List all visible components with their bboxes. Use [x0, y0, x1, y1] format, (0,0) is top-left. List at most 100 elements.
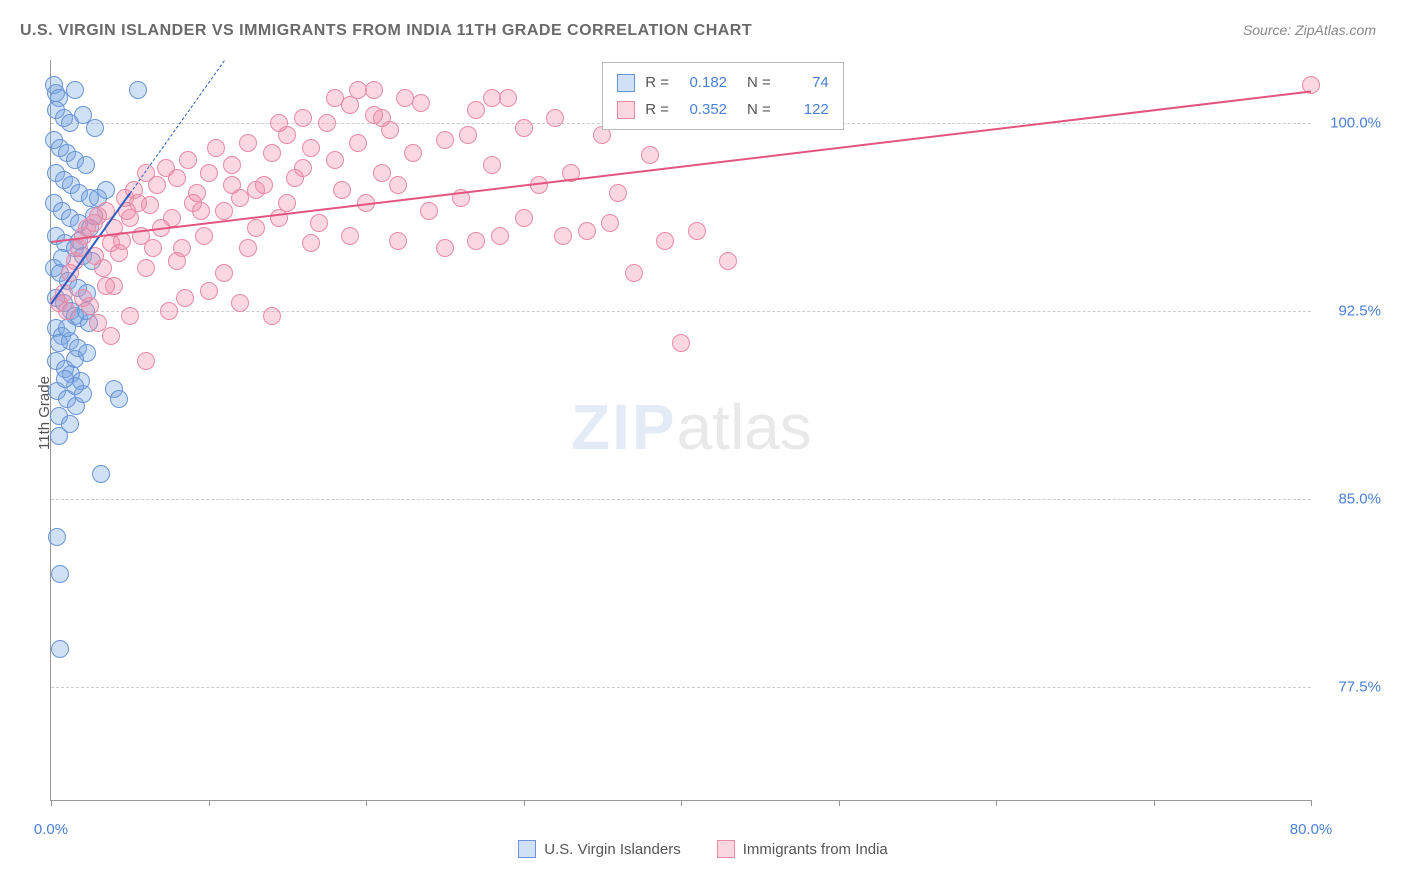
data-point — [404, 144, 422, 162]
data-point — [129, 81, 147, 99]
data-point — [641, 146, 659, 164]
data-point — [86, 119, 104, 137]
data-point — [137, 352, 155, 370]
data-point — [278, 194, 296, 212]
chart-title: U.S. VIRGIN ISLANDER VS IMMIGRANTS FROM … — [20, 22, 752, 40]
r-label: R = — [645, 69, 669, 96]
data-point — [102, 327, 120, 345]
data-point — [215, 264, 233, 282]
data-point — [625, 264, 643, 282]
scatter-chart: ZIPatlas 77.5%85.0%92.5%100.0%0.0%80.0%R… — [50, 60, 1311, 801]
data-point — [302, 234, 320, 252]
data-point — [349, 134, 367, 152]
data-point — [66, 350, 84, 368]
data-point — [97, 181, 115, 199]
legend-swatch — [518, 840, 536, 858]
data-point — [247, 219, 265, 237]
gridline — [51, 499, 1311, 500]
legend-stats: R =0.182N =74R =0.352N =122 — [602, 62, 844, 130]
data-point — [326, 89, 344, 107]
data-point — [483, 156, 501, 174]
data-point — [247, 181, 265, 199]
r-value: 0.182 — [679, 69, 727, 96]
data-point — [195, 227, 213, 245]
data-point — [137, 259, 155, 277]
data-point — [263, 307, 281, 325]
data-point — [200, 282, 218, 300]
data-point — [56, 370, 74, 388]
data-point — [270, 114, 288, 132]
x-tick — [51, 800, 52, 806]
data-point — [168, 169, 186, 187]
data-point — [333, 181, 351, 199]
legend-label: Immigrants from India — [743, 841, 888, 858]
x-tick — [524, 800, 525, 806]
r-label: R = — [645, 96, 669, 123]
data-point — [483, 89, 501, 107]
data-point — [467, 232, 485, 250]
data-point — [77, 156, 95, 174]
data-point — [554, 227, 572, 245]
data-point — [179, 151, 197, 169]
legend-item: Immigrants from India — [717, 840, 888, 858]
bottom-legend: U.S. Virgin Islanders Immigrants from Ind… — [0, 840, 1406, 862]
data-point — [436, 239, 454, 257]
data-point — [231, 294, 249, 312]
data-point — [389, 232, 407, 250]
r-value: 0.352 — [679, 96, 727, 123]
data-point — [310, 214, 328, 232]
legend-item: U.S. Virgin Islanders — [518, 840, 680, 858]
data-point — [163, 209, 181, 227]
data-point — [515, 119, 533, 137]
data-point — [294, 159, 312, 177]
data-point — [263, 144, 281, 162]
legend-swatch — [717, 840, 735, 858]
data-point — [50, 427, 68, 445]
gridline — [51, 687, 1311, 688]
x-tick — [996, 800, 997, 806]
data-point — [215, 202, 233, 220]
data-point — [719, 252, 737, 270]
data-point — [601, 214, 619, 232]
data-point — [318, 114, 336, 132]
data-point — [656, 232, 674, 250]
n-value: 74 — [781, 69, 829, 96]
x-tick — [681, 800, 682, 806]
data-point — [176, 289, 194, 307]
y-tick-label: 77.5% — [1338, 679, 1381, 696]
data-point — [148, 176, 166, 194]
data-point — [144, 239, 162, 257]
n-label: N = — [747, 96, 771, 123]
data-point — [223, 176, 241, 194]
data-point — [92, 465, 110, 483]
y-tick-label: 92.5% — [1338, 302, 1381, 319]
data-point — [188, 184, 206, 202]
watermark-zip: ZIP — [571, 391, 677, 463]
data-point — [499, 89, 517, 107]
y-tick-label: 85.0% — [1338, 490, 1381, 507]
data-point — [97, 277, 115, 295]
watermark-atlas: atlas — [677, 391, 812, 463]
data-point — [420, 202, 438, 220]
x-tick-label: 80.0% — [1290, 821, 1333, 838]
source-attribution: Source: ZipAtlas.com — [1243, 22, 1376, 38]
data-point — [515, 209, 533, 227]
data-point — [74, 289, 92, 307]
data-point — [546, 109, 564, 127]
data-point — [200, 164, 218, 182]
data-point — [51, 640, 69, 658]
data-point — [373, 164, 391, 182]
data-point — [302, 139, 320, 157]
data-point — [609, 184, 627, 202]
legend-label: U.S. Virgin Islanders — [544, 841, 680, 858]
data-point — [294, 109, 312, 127]
data-point — [207, 139, 225, 157]
data-point — [58, 302, 76, 320]
legend-swatch — [617, 74, 635, 92]
data-point — [467, 101, 485, 119]
data-point — [121, 307, 139, 325]
x-tick — [209, 800, 210, 806]
data-point — [672, 334, 690, 352]
data-point — [110, 390, 128, 408]
x-tick — [1154, 800, 1155, 806]
